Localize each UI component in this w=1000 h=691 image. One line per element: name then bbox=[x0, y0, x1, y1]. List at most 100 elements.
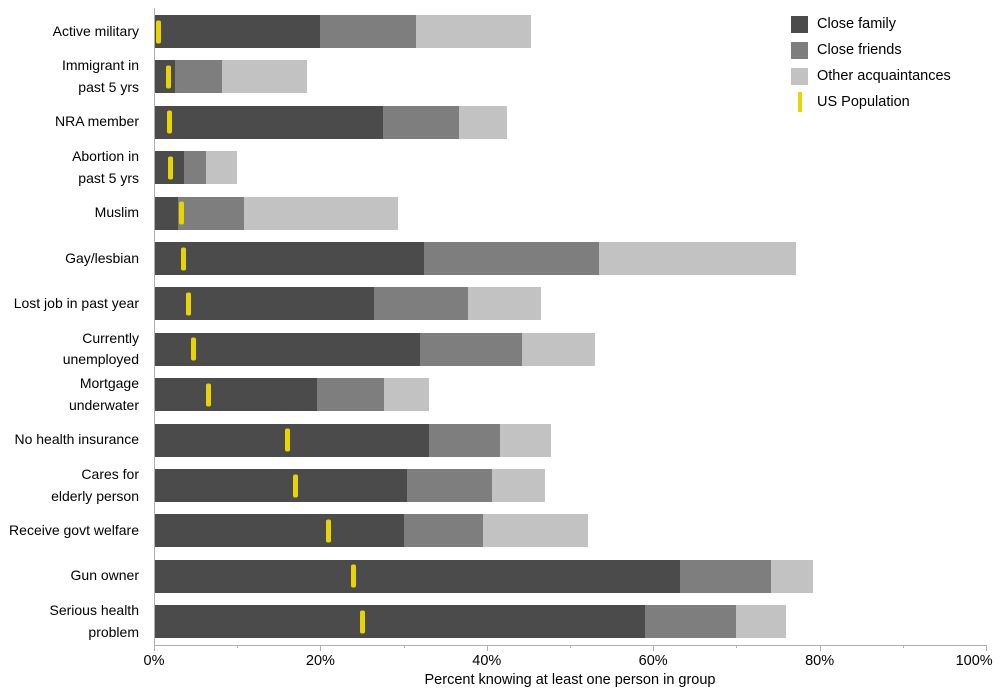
x-major-tick bbox=[986, 645, 987, 651]
category-label: Currently unemployed bbox=[62, 329, 139, 368]
category-label: Gay/lesbian bbox=[65, 249, 139, 266]
legend-label: US Population bbox=[817, 94, 910, 110]
bar-segment-close-friends bbox=[183, 151, 206, 185]
bar-segment-close-friends bbox=[174, 60, 223, 94]
x-major-tick bbox=[486, 645, 488, 651]
legend-item: Close family bbox=[791, 11, 951, 37]
bar-row: Mortgage underwater bbox=[0, 375, 1000, 413]
bar-segment-other-acquaintances bbox=[491, 469, 546, 502]
us-population-tick bbox=[326, 519, 332, 543]
us-population-tick bbox=[292, 474, 298, 497]
legend-label: Close family bbox=[817, 16, 896, 32]
bar-segment-other-acquaintances bbox=[771, 559, 813, 593]
bar-row: Receive govt welfare bbox=[0, 514, 1000, 548]
bar-track bbox=[154, 196, 986, 230]
bar-segment-close-family bbox=[154, 60, 175, 94]
bar-segment-close-friends bbox=[374, 287, 469, 321]
x-minor-tick bbox=[237, 645, 239, 648]
bar-row: Serious health problem bbox=[0, 602, 1000, 640]
bar-segment-close-friends bbox=[644, 605, 737, 639]
bar-segment-close-family bbox=[154, 514, 404, 548]
legend-swatch-icon bbox=[791, 41, 808, 59]
legend: Close family Close friends Other acquainta… bbox=[791, 11, 951, 115]
bar-segment-other-acquaintances bbox=[222, 60, 308, 94]
x-major-tick bbox=[819, 645, 821, 651]
category-label: No health insurance bbox=[14, 431, 139, 448]
legend-tick-icon bbox=[791, 92, 808, 112]
bar-segment-close-friends bbox=[406, 469, 492, 502]
bar-segment-other-acquaintances bbox=[468, 287, 541, 321]
legend-label: Close friends bbox=[817, 42, 902, 58]
bar-track bbox=[154, 423, 986, 457]
bar-segment-close-friends bbox=[382, 105, 459, 139]
bar-segment-close-friends bbox=[403, 514, 484, 548]
bar-track bbox=[154, 469, 986, 502]
bar-segment-other-acquaintances bbox=[500, 423, 551, 457]
x-tick-label: 100% bbox=[955, 653, 993, 669]
bar-segment-close-friends bbox=[317, 378, 384, 412]
us-population-tick bbox=[190, 337, 196, 361]
bar-segment-close-family bbox=[154, 378, 318, 412]
x-minor-tick bbox=[570, 645, 571, 648]
bar-segment-close-family bbox=[154, 469, 407, 502]
bar-row: Active military bbox=[0, 15, 1000, 48]
category-label: NRA member bbox=[54, 113, 139, 130]
legend-label: Other acquaintances bbox=[817, 68, 951, 84]
bar-row: Abortion in past 5 yrs bbox=[0, 148, 1000, 186]
x-tick-label: 80% bbox=[805, 653, 835, 669]
bar-segment-other-acquaintances bbox=[483, 514, 589, 548]
x-tick-label: 20% bbox=[305, 653, 335, 669]
bar-segment-close-family bbox=[154, 559, 680, 593]
category-label: Gun owner bbox=[70, 567, 139, 584]
bar-row: Cares for elderly person bbox=[0, 465, 1000, 504]
bar-segment-other-acquaintances bbox=[458, 105, 507, 139]
legend-item: US Population bbox=[791, 89, 951, 115]
bar-track bbox=[154, 15, 986, 48]
bar-segment-other-acquaintances bbox=[383, 378, 430, 412]
bar-segment-other-acquaintances bbox=[205, 151, 238, 185]
category-label: Serious health problem bbox=[49, 602, 139, 640]
bar-segment-close-family bbox=[154, 196, 179, 230]
bar-segment-other-acquaintances bbox=[521, 332, 595, 366]
bar-row: Muslim bbox=[0, 196, 1000, 230]
bar-segment-close-family bbox=[154, 15, 321, 48]
bar-track bbox=[154, 378, 986, 412]
us-population-tick bbox=[156, 20, 162, 43]
legend-item: Other acquaintances bbox=[791, 63, 951, 89]
x-tick-label: 40% bbox=[472, 653, 502, 669]
bar-segment-close-family bbox=[154, 242, 425, 275]
bar-row: Immigrant in past 5 yrs bbox=[0, 57, 1000, 95]
us-population-tick bbox=[168, 156, 174, 180]
bar-segment-close-friends bbox=[424, 242, 600, 275]
bar-segment-close-friends bbox=[320, 15, 417, 48]
category-label: Immigrant in past 5 yrs bbox=[61, 57, 139, 95]
bar-row: No health insurance bbox=[0, 423, 1000, 457]
category-label: Muslim bbox=[94, 204, 139, 221]
category-label: Abortion in past 5 yrs bbox=[72, 148, 139, 186]
bar-track bbox=[154, 60, 986, 94]
legend-swatch-icon bbox=[791, 15, 808, 33]
bar-segment-other-acquaintances bbox=[243, 196, 398, 230]
x-axis-title: Percent knowing at least one person in g… bbox=[424, 672, 716, 688]
bar-track bbox=[154, 151, 986, 185]
x-minor-tick bbox=[403, 645, 405, 648]
category-label: Cares for elderly person bbox=[51, 465, 139, 504]
bar-segment-close-friends bbox=[178, 196, 244, 230]
bar-track bbox=[154, 332, 986, 366]
x-major-tick bbox=[320, 645, 322, 651]
bar-segment-close-family bbox=[154, 423, 429, 457]
bar-row: Gay/lesbian bbox=[0, 242, 1000, 275]
bar-segment-close-family bbox=[154, 605, 645, 639]
bar-segment-other-acquaintances bbox=[599, 242, 797, 275]
bar-segment-close-friends bbox=[679, 559, 772, 593]
bar-segment-close-family bbox=[154, 105, 383, 139]
bar-segment-other-acquaintances bbox=[416, 15, 531, 48]
x-major-tick bbox=[154, 645, 155, 651]
x-major-tick bbox=[653, 645, 655, 651]
us-population-tick bbox=[167, 110, 173, 134]
bar-row: Lost job in past year bbox=[0, 287, 1000, 321]
bar-segment-close-friends bbox=[420, 332, 522, 366]
legend-swatch-icon bbox=[791, 67, 808, 85]
bar-track bbox=[154, 242, 986, 275]
